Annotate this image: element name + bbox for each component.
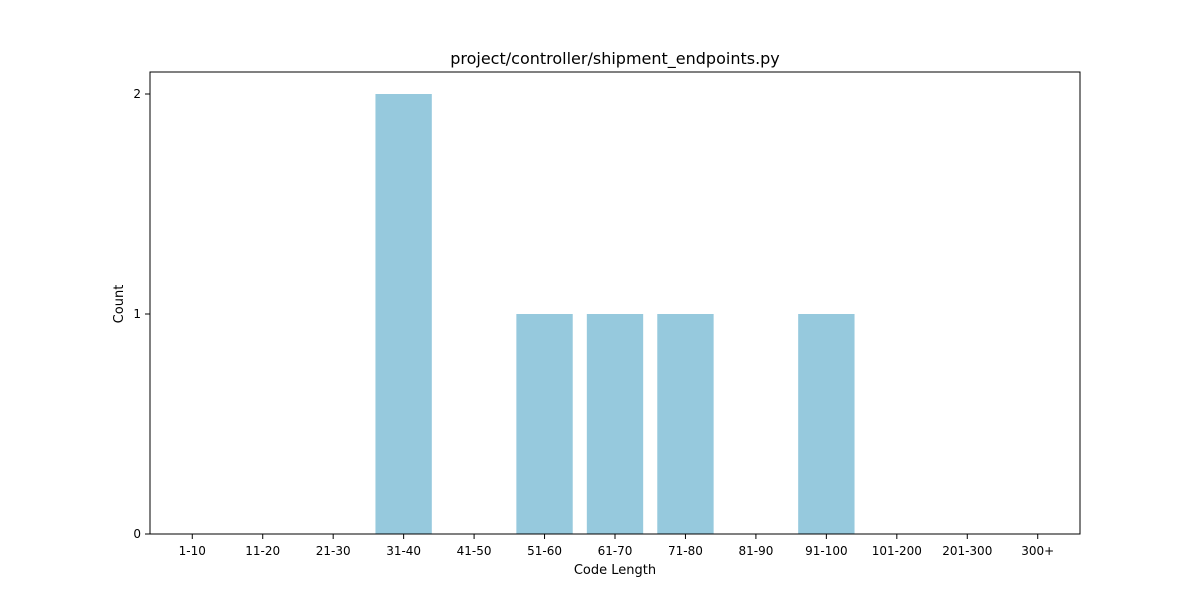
y-axis-ticks: 0 1 2	[133, 87, 150, 541]
x-tick-label-201-300: 201-300	[942, 544, 992, 558]
x-tick-label-41-50: 41-50	[457, 544, 492, 558]
bar-91-100	[798, 314, 855, 534]
bar-71-80	[657, 314, 714, 534]
x-tick-label-101-200: 101-200	[872, 544, 922, 558]
x-axis-ticks: 1-10 11-20 21-30 31-40 41-50 51-60 61-70 71-80 8…	[179, 534, 1054, 558]
x-tick-label-1-10: 1-10	[179, 544, 206, 558]
x-tick-label-51-60: 51-60	[527, 544, 562, 558]
x-tick-label-91-100: 91-100	[805, 544, 848, 558]
x-axis-label: Code Length	[574, 563, 656, 578]
bar-51-60	[516, 314, 573, 534]
x-tick-label-71-80: 71-80	[668, 544, 703, 558]
bar-31-40	[375, 94, 432, 534]
x-tick-label-11-20: 11-20	[245, 544, 280, 558]
bars-layer	[375, 94, 855, 534]
x-tick-label-61-70: 61-70	[598, 544, 633, 558]
y-tick-label-1: 1	[133, 307, 141, 321]
y-tick-label-2: 2	[133, 87, 141, 101]
y-tick-label-0: 0	[133, 527, 141, 541]
bar-61-70	[586, 314, 644, 534]
chart-title: project/controller/shipment_endpoints.py	[450, 49, 780, 69]
y-axis-label: Count	[112, 285, 127, 324]
x-tick-label-81-90: 81-90	[738, 544, 773, 558]
x-tick-label-300+: 300+	[1021, 544, 1054, 558]
x-tick-label-21-30: 21-30	[316, 544, 351, 558]
x-tick-label-31-40: 31-40	[386, 544, 421, 558]
